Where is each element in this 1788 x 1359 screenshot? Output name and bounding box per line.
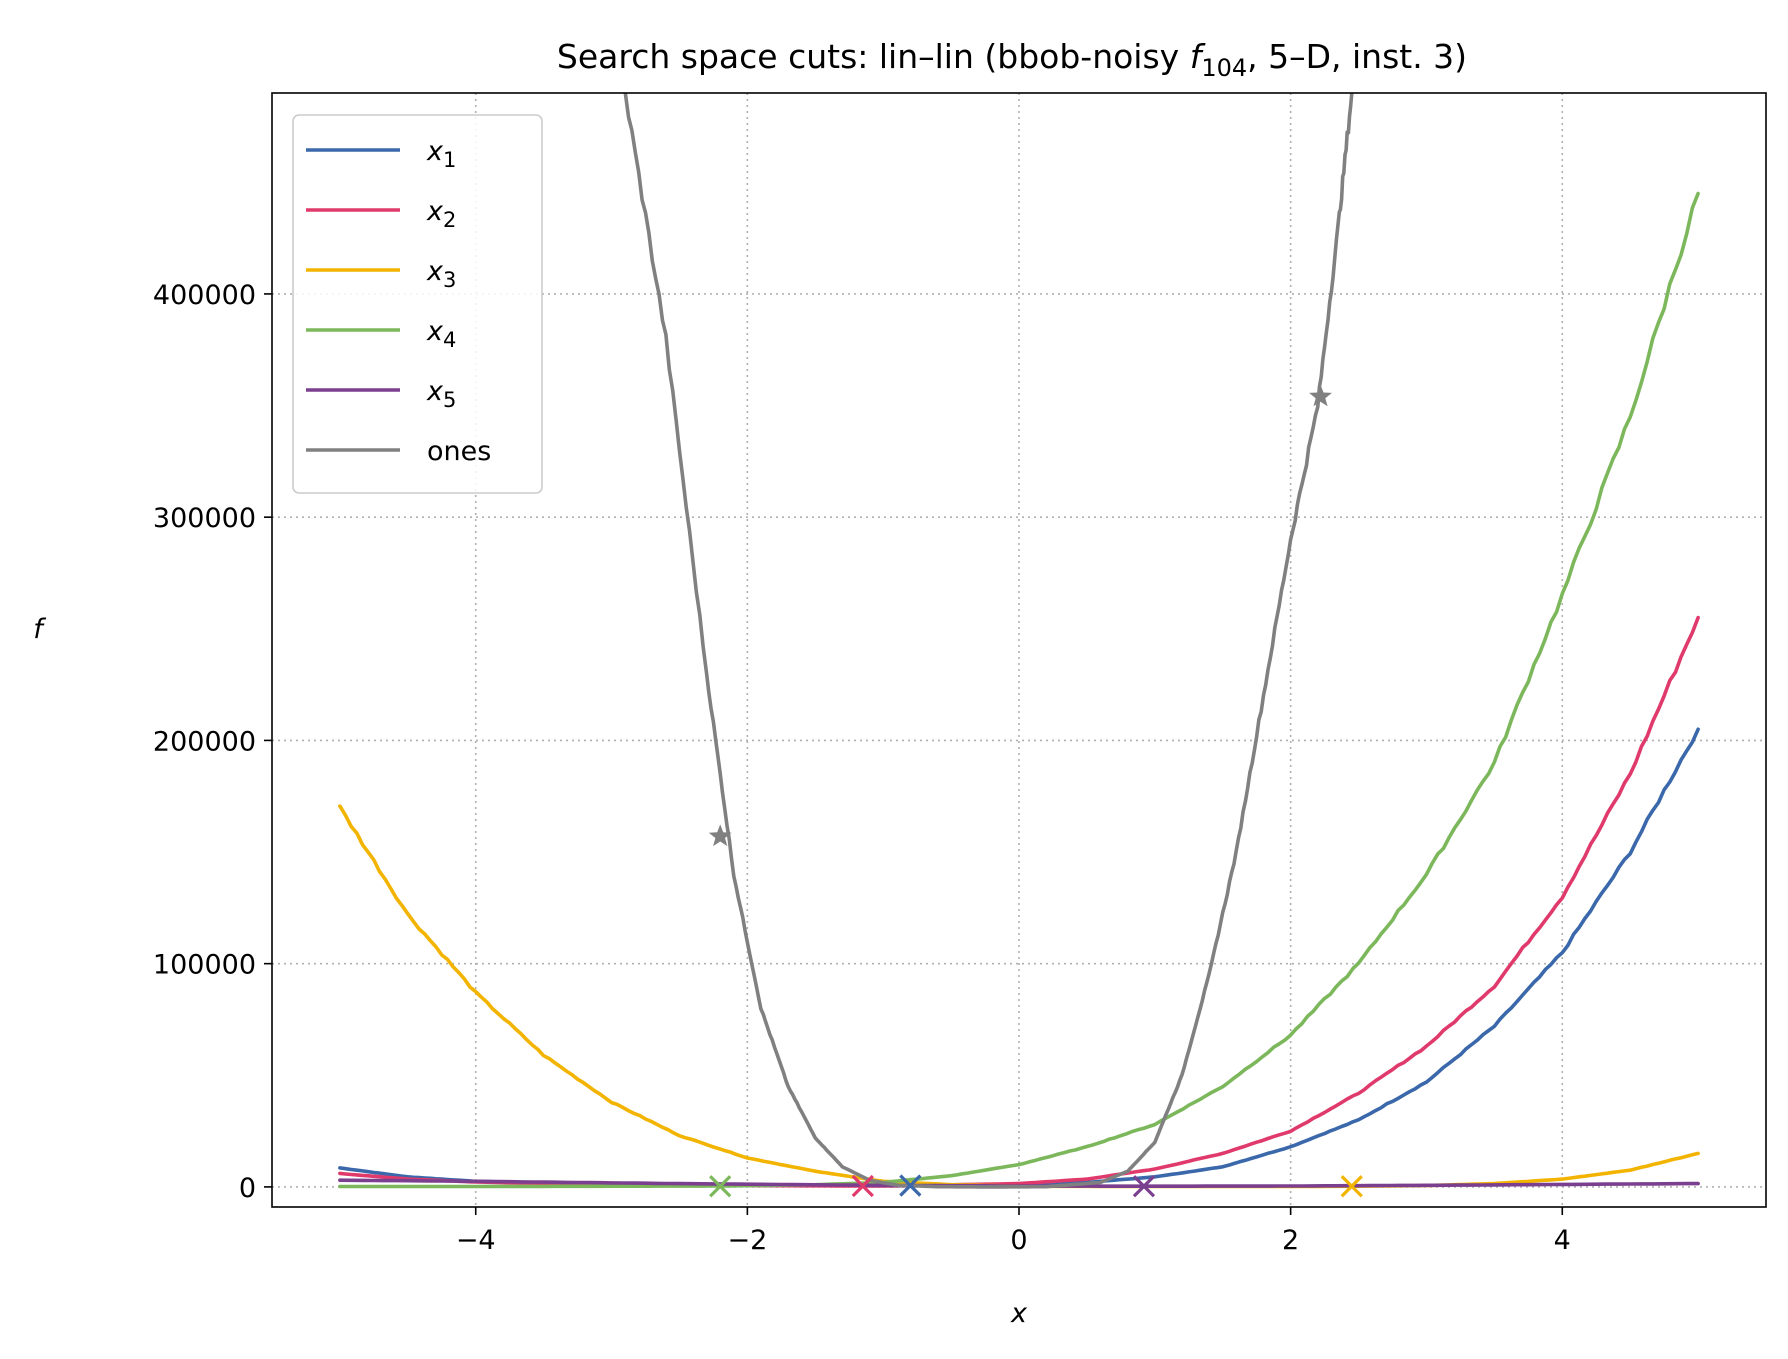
legend-label-x5: x5: [426, 376, 456, 412]
y-tick-label: 200000: [153, 726, 256, 757]
chart-title: Search space cuts: lin–lin (bbob-noisy f…: [557, 37, 1467, 82]
optimum-marker-x5: [1132, 1175, 1156, 1198]
optimum-marker-x4: [709, 1175, 732, 1198]
star-marker-ones: [1309, 384, 1332, 407]
star-marker-ones: [708, 824, 732, 847]
legend-label-ones: ones: [427, 436, 491, 467]
axis-ticks: −4 −2 0 2 4 0 100000 200000 300000 400000: [153, 280, 1571, 1256]
legend: x1 x2 x3 x4 x5 ones: [292, 114, 543, 494]
legend-label-x1: x1: [426, 136, 456, 172]
legend-label-x2: x2: [426, 196, 456, 232]
legend-label-x3: x3: [426, 256, 456, 292]
y-tick-label: 400000: [153, 280, 256, 311]
x-tick-label: −4: [456, 1225, 496, 1256]
y-tick-label: 300000: [153, 503, 256, 534]
series-line-x4: [338, 191, 1700, 1189]
optimum-marker-x3: [1340, 1175, 1363, 1198]
x-axis-label: x: [1010, 1298, 1028, 1329]
x-tick-label: 2: [1282, 1225, 1299, 1256]
x-tick-label: 0: [1010, 1225, 1027, 1256]
series-line-ones: [623, 93, 1354, 1189]
optimum-marker-x2: [851, 1174, 874, 1198]
series-line-x3: [338, 804, 1700, 1189]
x-tick-label: −2: [727, 1225, 767, 1256]
legend-label-x4: x4: [426, 316, 456, 352]
series-lines: [338, 93, 1700, 1189]
series-markers: [708, 384, 1363, 1198]
series-line-x2: [338, 615, 1700, 1188]
y-tick-label: 100000: [153, 950, 256, 981]
legend-box: [292, 114, 543, 494]
y-tick-label: 0: [239, 1173, 256, 1204]
x-tick-label: 4: [1554, 1225, 1571, 1256]
y-axis-label: f: [33, 614, 46, 645]
optimum-marker-x1: [899, 1174, 922, 1197]
